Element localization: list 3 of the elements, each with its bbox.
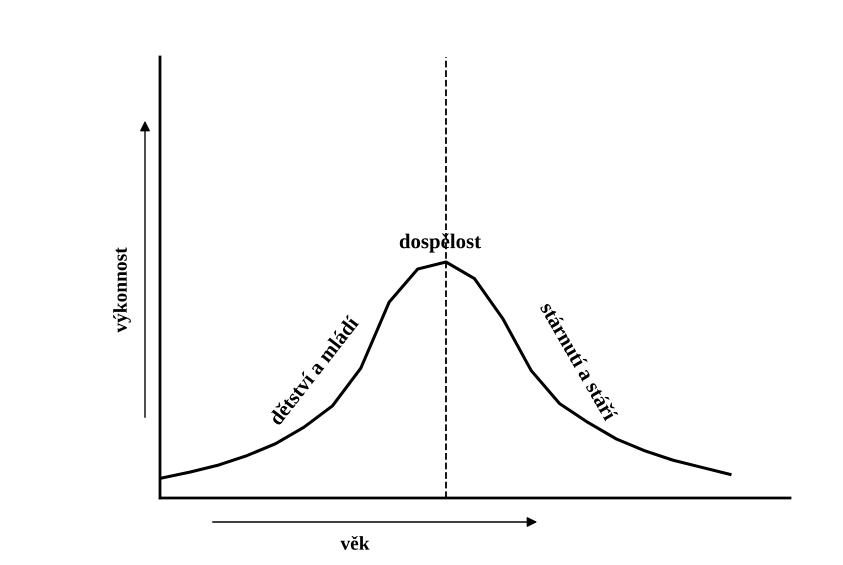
text: dospělost xyxy=(400,233,482,253)
x-axis-title: věk xyxy=(340,536,370,550)
y-axis-title: výkonnost xyxy=(113,247,131,333)
